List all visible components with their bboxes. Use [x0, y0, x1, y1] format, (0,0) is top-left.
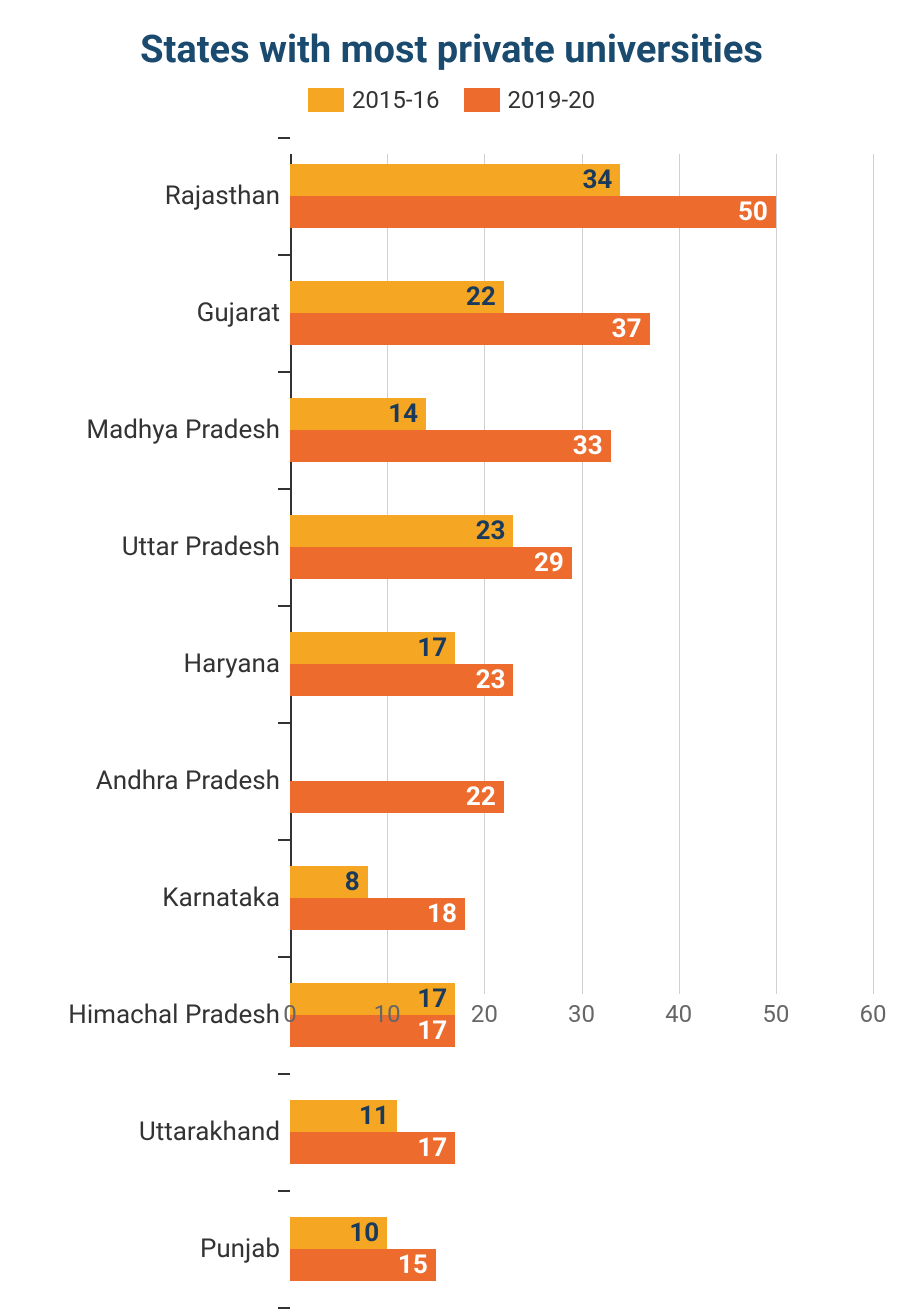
y-axis-label: Uttar Pradesh [122, 532, 280, 562]
legend-swatch-0 [308, 88, 344, 112]
chart-container: States with most private universities 20… [0, 0, 903, 1077]
y-axis-label: Rajasthan [165, 181, 280, 211]
y-tick-mark [278, 605, 290, 607]
bar-value-label: 29 [534, 548, 564, 578]
x-tick-label: 40 [665, 1000, 692, 1028]
y-tick-mark [278, 956, 290, 958]
y-tick-mark [278, 1190, 290, 1192]
bar: 11 [290, 1100, 397, 1132]
legend-item-0: 2015-16 [308, 86, 440, 114]
bar-value-label: 33 [573, 431, 603, 461]
y-tick-mark [278, 839, 290, 841]
bar: 29 [290, 547, 572, 579]
x-tick-label: 50 [762, 1000, 789, 1028]
bar: 14 [290, 398, 426, 430]
y-axis-label: Punjab [200, 1234, 280, 1264]
y-axis-label: Uttarakhand [139, 1117, 280, 1147]
x-tick-label: 0 [283, 1000, 297, 1028]
chart-title: States with most private universities [0, 30, 903, 72]
y-axis-label: Madhya Pradesh [86, 415, 280, 445]
bar: 10 [290, 1217, 387, 1249]
x-tick-label: 10 [374, 1000, 401, 1028]
bar: 22 [290, 781, 504, 813]
y-axis-label: Haryana [184, 649, 280, 679]
gridline [873, 154, 874, 994]
bar: 15 [290, 1249, 436, 1281]
bar-value-label: 8 [345, 867, 360, 897]
y-axis-label: Gujarat [197, 298, 280, 328]
legend-item-1: 2019-20 [464, 86, 596, 114]
y-tick-mark [278, 254, 290, 256]
y-axis-label: Andhra Pradesh [96, 766, 280, 796]
x-tick-label: 30 [568, 1000, 595, 1028]
y-tick-mark [278, 371, 290, 373]
bar-value-label: 11 [359, 1101, 389, 1131]
x-tick-label: 20 [471, 1000, 498, 1028]
bar-value-label: 22 [466, 782, 496, 812]
y-tick-mark [278, 488, 290, 490]
bar-value-label: 23 [476, 665, 506, 695]
legend-label-0: 2015-16 [352, 86, 440, 114]
bar: 50 [290, 196, 776, 228]
bar-value-label: 22 [466, 282, 496, 312]
bar: 23 [290, 515, 513, 547]
bar: 23 [290, 664, 513, 696]
bar: 17 [290, 632, 455, 664]
bar-value-label: 18 [427, 899, 457, 929]
bar-value-label: 17 [417, 633, 447, 663]
y-tick-mark [278, 722, 290, 724]
y-tick-mark [278, 137, 290, 139]
bar: 18 [290, 898, 465, 930]
plot-area: Rajasthan Gujarat Madhya Pradesh Uttar Prad… [30, 154, 873, 1034]
bar: 37 [290, 313, 650, 345]
bars-layer: 3450223714332329172322818171711171015 [290, 154, 873, 994]
bar-value-label: 17 [417, 1133, 447, 1163]
y-axis-label: Himachal Pradesh [68, 1000, 280, 1030]
bar-value-label: 50 [738, 197, 768, 227]
y-axis-labels: Rajasthan Gujarat Madhya Pradesh Uttar Prad… [30, 154, 290, 1034]
bar: 34 [290, 164, 620, 196]
y-axis-label: Karnataka [162, 883, 280, 913]
bar: 33 [290, 430, 611, 462]
bar-value-label: 34 [583, 165, 613, 195]
legend-swatch-1 [464, 88, 500, 112]
bar-value-label: 37 [612, 314, 642, 344]
bar: 17 [290, 1132, 455, 1164]
bar: 8 [290, 866, 368, 898]
bar-value-label: 14 [388, 399, 418, 429]
legend-label-1: 2019-20 [508, 86, 596, 114]
bar-value-label: 10 [349, 1218, 379, 1248]
x-tick-label: 60 [860, 1000, 887, 1028]
x-axis-ticks: 0102030405060 [290, 994, 873, 1034]
bar: 22 [290, 281, 504, 313]
bar-value-label: 23 [476, 516, 506, 546]
bar-value-label: 15 [398, 1250, 428, 1280]
y-tick-mark [278, 1073, 290, 1075]
legend: 2015-16 2019-20 [0, 86, 903, 114]
